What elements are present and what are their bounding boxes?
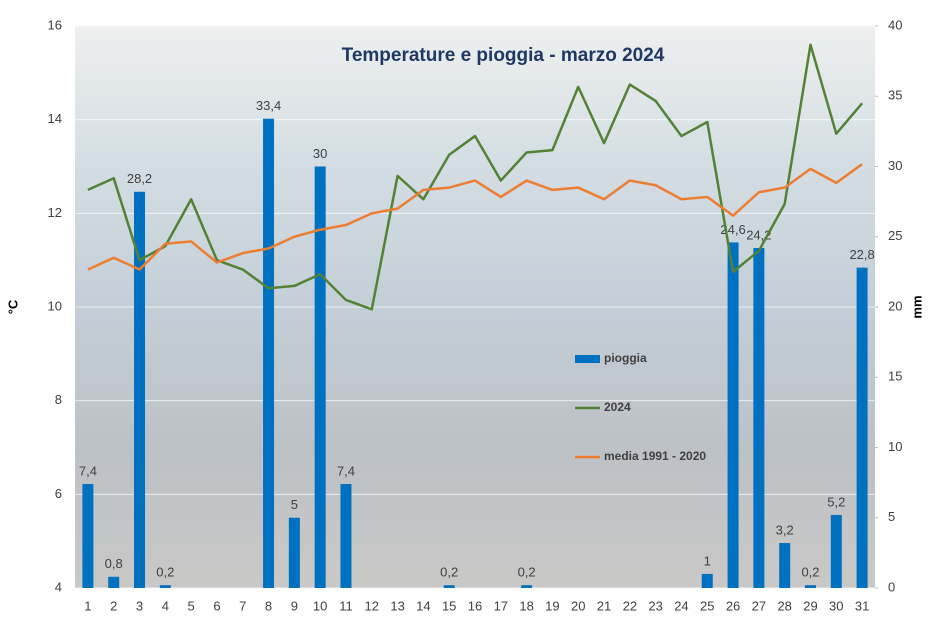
y2-tick-label: 40 xyxy=(888,17,902,32)
data-label: 0,8 xyxy=(105,556,123,571)
x-tick-label: 25 xyxy=(700,598,714,613)
x-tick-label: 23 xyxy=(648,598,662,613)
x-tick-label: 20 xyxy=(571,598,585,613)
x-tick-label: 24 xyxy=(674,598,688,613)
x-tick-label: 16 xyxy=(468,598,482,613)
x-tick-label: 15 xyxy=(442,598,456,613)
x-tick-label: 3 xyxy=(136,598,143,613)
bar xyxy=(263,118,275,588)
bar xyxy=(108,576,120,588)
bar xyxy=(159,585,171,588)
bar xyxy=(340,484,352,588)
x-tick-label: 28 xyxy=(777,598,791,613)
legend-label: 2024 xyxy=(604,400,631,414)
bar xyxy=(314,166,326,588)
data-label: 0,2 xyxy=(156,565,174,580)
bar xyxy=(521,585,533,588)
bar xyxy=(830,514,842,588)
x-tick-label: 6 xyxy=(213,598,220,613)
data-label: 28,2 xyxy=(127,171,152,186)
y2-tick-label: 0 xyxy=(888,579,895,594)
x-tick-label: 14 xyxy=(416,598,430,613)
y-tick-label: 12 xyxy=(48,205,62,220)
data-label: 5 xyxy=(291,497,298,512)
y-tick-label: 8 xyxy=(55,392,62,407)
bar xyxy=(134,191,146,589)
x-tick-label: 2 xyxy=(110,598,117,613)
x-tick-label: 26 xyxy=(726,598,740,613)
data-label: 30 xyxy=(313,146,327,161)
x-tick-label: 22 xyxy=(623,598,637,613)
legend-label: pioggia xyxy=(604,351,647,365)
y2-tick-label: 20 xyxy=(888,298,902,313)
x-tick-label: 5 xyxy=(188,598,195,613)
x-tick-label: 8 xyxy=(265,598,272,613)
x-tick-label: 10 xyxy=(313,598,327,613)
line xyxy=(87,163,863,271)
x-tick-label: 30 xyxy=(829,598,843,613)
data-label: 33,4 xyxy=(256,98,281,113)
data-label: 1 xyxy=(704,553,711,568)
data-label: 0,2 xyxy=(801,565,819,580)
x-tick-label: 27 xyxy=(752,598,766,613)
x-tick-label: 1 xyxy=(84,598,91,613)
line xyxy=(87,43,864,311)
x-tick-label: 7 xyxy=(239,598,246,613)
y-tick-label: 14 xyxy=(48,111,62,126)
y2-tick-label: 30 xyxy=(888,158,902,173)
bar xyxy=(753,247,765,589)
x-tick-label: 31 xyxy=(855,598,869,613)
bar xyxy=(82,484,94,588)
legend-swatch xyxy=(575,355,600,363)
y2-tick-label: 25 xyxy=(888,228,902,243)
bar xyxy=(804,585,816,588)
legend-label: media 1991 - 2020 xyxy=(604,449,706,463)
y2-tick-label: 35 xyxy=(888,88,902,103)
data-label: 3,2 xyxy=(776,522,794,537)
bar xyxy=(727,242,739,588)
data-label: 0,2 xyxy=(518,565,536,580)
bar xyxy=(443,585,455,588)
data-label: 7,4 xyxy=(79,463,97,478)
y-tick-label: 6 xyxy=(55,486,62,501)
y2-tick-label: 10 xyxy=(888,439,902,454)
y-tick-label: 16 xyxy=(48,17,62,32)
chart-title: Temperature e pioggia - marzo 2024 xyxy=(342,45,665,66)
y-tick-label: 4 xyxy=(55,579,62,594)
y-axis-title: °C xyxy=(5,299,20,314)
bar xyxy=(288,517,300,588)
x-tick-label: 19 xyxy=(545,598,559,613)
data-label: 22,8 xyxy=(849,247,874,262)
bar xyxy=(779,543,791,588)
x-tick-label: 9 xyxy=(291,598,298,613)
data-label: 7,4 xyxy=(337,463,355,478)
x-tick-label: 18 xyxy=(519,598,533,613)
bar xyxy=(701,573,713,588)
x-tick-label: 17 xyxy=(494,598,508,613)
x-tick-label: 12 xyxy=(365,598,379,613)
x-tick-label: 21 xyxy=(597,598,611,613)
x-tick-label: 11 xyxy=(339,598,353,613)
data-label: 5,2 xyxy=(827,494,845,509)
bar xyxy=(856,267,868,588)
y2-axis-title: mm xyxy=(909,295,924,318)
x-tick-label: 4 xyxy=(162,598,169,613)
x-tick-label: 29 xyxy=(803,598,817,613)
data-label: 0,2 xyxy=(440,565,458,580)
y2-tick-label: 15 xyxy=(888,369,902,384)
y-tick-label: 10 xyxy=(48,298,62,313)
y2-tick-label: 5 xyxy=(888,509,895,524)
x-tick-label: 13 xyxy=(390,598,404,613)
